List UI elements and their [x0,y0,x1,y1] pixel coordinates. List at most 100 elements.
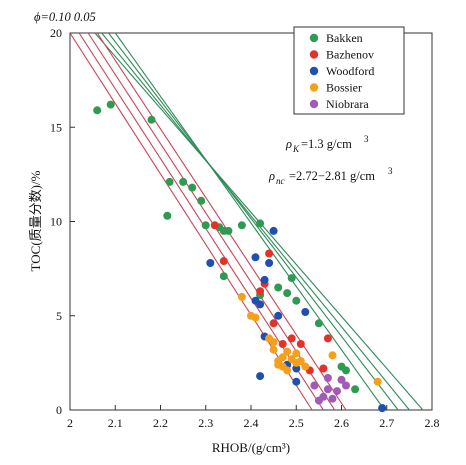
legend-label-woodford: Woodford [326,64,374,78]
point-woodford-12 [292,364,301,373]
y-tick-label: 20 [50,26,62,40]
point-bakken-14 [256,219,265,228]
point-niobrara-7 [333,387,341,396]
point-woodford-10 [256,372,265,381]
point-bakken-20 [292,296,301,305]
data-points [93,100,387,413]
svg-text:ρ: ρ [268,169,275,183]
model-line-green-2 [101,32,410,411]
x-tick-label: 2.3 [198,416,213,430]
legend-marker-woodford [309,66,319,76]
point-niobrara-6 [328,394,337,403]
annotation-rho-nc: ρ nc =2.72−2.81 g/cm 3 [268,166,393,186]
legend-label-bakken: Bakken [326,31,363,45]
y-tick-label: 0 [56,403,62,417]
svg-text:nc: nc [276,176,285,186]
point-bossier-12 [283,366,292,375]
point-bakken-8 [197,196,206,205]
x-tick-label: 2.6 [334,416,349,430]
point-niobrara-1 [310,381,319,390]
point-bossier-3 [251,313,260,322]
point-bossier-1 [237,292,246,301]
y-axis-label: TOC(质量分数)/% [28,170,43,271]
point-niobrara-4 [323,374,332,382]
y-tick-label: 15 [50,120,62,134]
point-bazhenov-11 [319,364,328,373]
point-woodford-4 [251,253,260,262]
point-bossier-19 [373,377,382,386]
x-tick-label: 2.4 [244,416,259,430]
model-line-red-5 [69,32,313,411]
legend-label-bossier: Bossier [326,81,362,95]
x-axis-label: RHOB/(g/cm³) [212,440,290,455]
point-woodford-3 [256,300,265,309]
point-bakken-15 [219,272,228,281]
x-tick-label: 2.5 [289,416,304,430]
point-niobrara-8 [337,375,346,384]
point-woodford-15 [378,404,387,413]
point-bazhenov-6 [269,319,278,328]
point-bossier-9 [278,353,287,362]
x-tick-label: 2 [67,416,73,430]
point-bazhenov-5 [265,249,274,258]
legend-marker-niobrara [309,99,319,109]
x-tick-label: 2.2 [153,416,168,430]
svg-text:=1.3 g/cm: =1.3 g/cm [301,137,352,151]
point-bossier-11 [283,347,292,356]
point-bazhenov-12 [323,334,332,343]
point-bazhenov-7 [278,340,287,348]
point-bakken-5 [165,177,174,186]
x-tick-label: 2.7 [379,416,394,430]
point-bossier-5 [269,338,278,347]
point-niobrara-5 [323,385,332,394]
legend-marker-bakken [309,33,319,43]
point-bakken-4 [163,211,172,220]
legend-label-niobrara: Niobrara [326,97,369,111]
point-bossier-6 [269,345,278,354]
point-woodford-13 [292,377,301,386]
point-woodford-5 [260,275,269,284]
point-woodford-14 [301,308,310,316]
svg-text:ρ: ρ [285,137,292,151]
point-bakken-21 [314,319,323,328]
point-bazhenov-9 [296,340,305,348]
point-woodford-6 [265,259,274,267]
model-line-red-8 [96,32,347,411]
axis-ticks: 2 2.1 2.2 2.3 2.4 2.5 2.6 2.7 2.8 0 5 10 15 20 [50,26,440,430]
phi-label: ϕ=0.10 0.05 [34,10,96,24]
y-tick-label: 10 [50,215,62,229]
point-bakken-1 [93,106,102,115]
model-line-green-3 [108,32,399,411]
model-line-red-7 [87,32,336,411]
point-bakken-3 [147,115,156,124]
point-bakken-9 [201,221,210,230]
point-woodford-1 [206,259,215,267]
point-bossier-17 [301,362,310,371]
annotation-rho-k: ρ K =1.3 g/cm 3 [285,134,369,154]
legend-label-bazhenov: Bazhenov [326,48,374,62]
point-bakken-23 [342,366,350,375]
point-bazhenov-1 [210,221,219,230]
point-bakken-2 [106,100,115,109]
point-bakken-17 [274,283,283,292]
legend-marker-bazhenov [309,50,319,59]
point-bazhenov-2 [219,257,228,266]
point-bakken-13 [237,221,246,230]
point-woodford-8 [274,311,283,320]
x-tick-label: 2.8 [425,416,440,430]
point-bakken-12 [224,226,233,235]
model-line-green-4 [114,32,385,411]
point-bakken-24 [351,385,360,394]
legend-marker-bossier [309,83,319,92]
legend-items: Bakken Bazhenov Woodford Bossier Niobrara [309,31,374,111]
svg-text:K: K [292,144,300,154]
point-bakken-6 [179,177,188,186]
point-niobrara-9 [342,381,350,390]
legend: Bakken Bazhenov Woodford Bossier Niobrara [293,26,405,115]
svg-text:3: 3 [388,166,393,176]
point-bakken-7 [188,183,197,192]
point-bossier-18 [328,351,337,360]
x-tick-label: 2.1 [108,416,123,430]
svg-text:=2.72−2.81 g/cm: =2.72−2.81 g/cm [289,169,375,183]
